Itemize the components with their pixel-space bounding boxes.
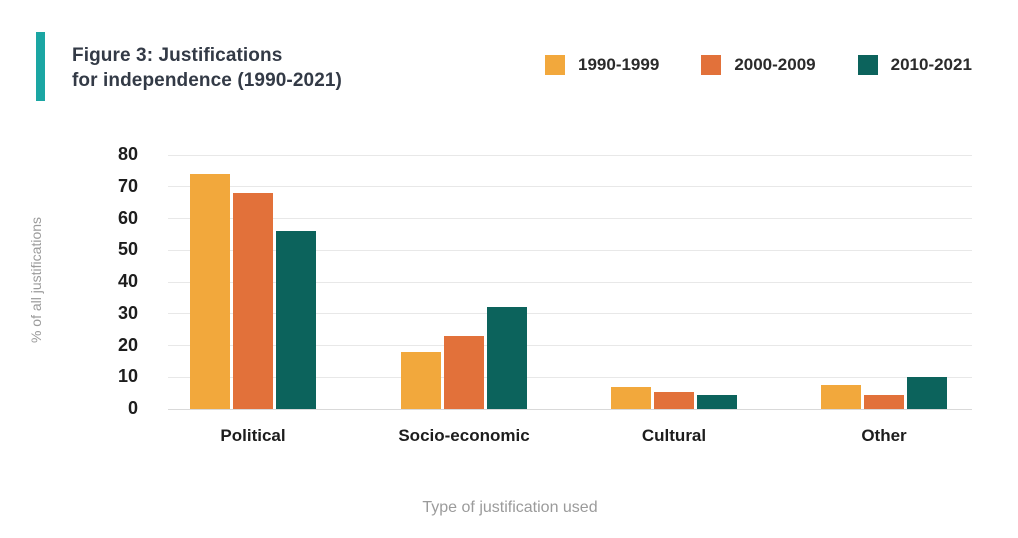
y-tick-40: 40 — [117, 271, 138, 291]
figure-title-line1: Figure 3: Justifications — [72, 45, 283, 66]
gridline-0 — [168, 408, 972, 410]
bar-group-cultural — [611, 386, 737, 409]
bar-political-2000-2009 — [233, 193, 273, 409]
title-accent-bar — [36, 32, 45, 101]
x-category-political: Political — [220, 426, 286, 445]
gridline-20 — [168, 345, 972, 346]
gridline-30 — [168, 313, 972, 315]
chart-legend: 1990-1999 2000-2009 2010-2021 — [545, 55, 972, 75]
gridline-10 — [168, 376, 972, 378]
x-category-other: Other — [861, 426, 907, 445]
gridline-80 — [168, 154, 972, 156]
bar-political-1990-1999 — [190, 174, 230, 409]
y-tick-10: 10 — [117, 366, 138, 387]
y-tick-60: 60 — [117, 207, 138, 228]
bar-other-2000-2009 — [864, 394, 904, 409]
y-tick-80: 80 — [117, 144, 138, 164]
legend-item-2010-2021: 2010-2021 — [857, 55, 972, 75]
figure-title: Figure 3: Justifications for independenc… — [72, 43, 342, 93]
y-tick-20: 20 — [117, 334, 138, 355]
legend-swatch-icon — [545, 55, 565, 75]
legend-item-1990-1999: 1990-1999 — [545, 55, 659, 75]
y-tick-70: 70 — [117, 175, 138, 196]
plot-area — [168, 154, 972, 410]
bar-cultural-2000-2009 — [654, 391, 694, 409]
bar-socio-economic-2010-2021 — [487, 307, 527, 409]
bar-cultural-2010-2021 — [697, 394, 737, 409]
bar-cultural-1990-1999 — [611, 386, 651, 409]
legend-swatch-icon — [857, 55, 878, 75]
legend-label: 2010-2021 — [890, 55, 972, 74]
y-axis-label: % of all justifications — [28, 216, 44, 344]
gridline-40 — [168, 281, 972, 283]
bar-other-1990-1999 — [821, 385, 861, 409]
bar-other-2010-2021 — [907, 377, 947, 409]
x-axis-label: Type of justification used — [422, 499, 598, 516]
bar-political-2010-2021 — [276, 231, 316, 409]
legend-label: 2000-2009 — [734, 55, 816, 74]
bar-socio-economic-2000-2009 — [444, 335, 484, 409]
y-tick-50: 50 — [117, 239, 138, 260]
gridline-70 — [168, 186, 972, 188]
y-tick-0: 0 — [127, 398, 138, 418]
y-tick-30: 30 — [117, 302, 138, 323]
gridline-50 — [168, 249, 972, 251]
figure-title-line2: for independence (1990-2021) — [72, 70, 342, 91]
bar-group-other — [821, 377, 947, 409]
bar-socio-economic-1990-1999 — [401, 351, 441, 409]
legend-label: 1990-1999 — [578, 55, 660, 74]
legend-item-2000-2009: 2000-2009 — [701, 55, 816, 75]
x-category-cultural: Cultural — [641, 426, 707, 445]
x-category-socio-economic: Socio-economic — [398, 426, 530, 445]
legend-swatch-icon — [701, 55, 722, 75]
gridline-60 — [168, 218, 972, 219]
bar-group-socio-economic — [401, 307, 527, 409]
bar-group-political — [190, 174, 316, 409]
